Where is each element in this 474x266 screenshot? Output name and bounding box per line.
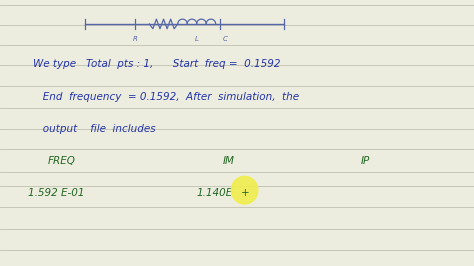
Text: 1.592 E-01: 1.592 E-01 <box>28 188 85 198</box>
Text: IM: IM <box>223 156 235 166</box>
Text: End  frequency  = 0.1592,  After  simulation,  the: End frequency = 0.1592, After simulation… <box>33 92 299 102</box>
Text: FREQ: FREQ <box>47 156 75 166</box>
Ellipse shape <box>231 176 258 204</box>
Text: IP: IP <box>360 156 370 166</box>
Text: R: R <box>133 36 137 42</box>
Text: +: + <box>241 188 249 198</box>
Text: output    file  includes: output file includes <box>33 124 156 134</box>
Text: 1.140E: 1.140E <box>197 188 233 198</box>
Text: We type   Total  pts : 1,      Start  freq =  0.1592: We type Total pts : 1, Start freq = 0.15… <box>33 59 281 69</box>
Text: L: L <box>195 36 199 42</box>
Text: C: C <box>223 36 228 42</box>
